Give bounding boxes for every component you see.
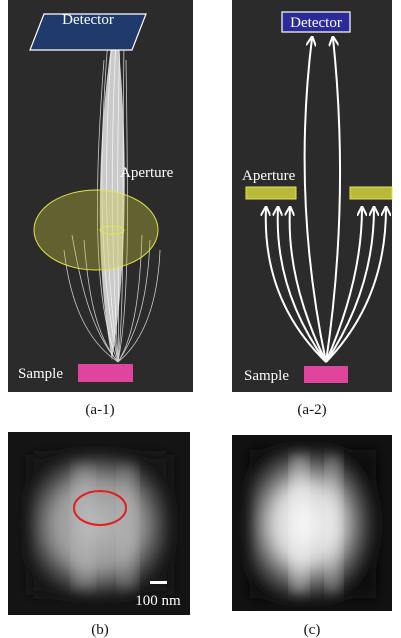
panel-c: [232, 435, 392, 611]
sample-label: Sample: [18, 366, 63, 382]
scale-bar: [150, 581, 167, 584]
bright-band: [72, 465, 94, 590]
bright-band: [290, 455, 308, 593]
detector-label: Detector: [62, 12, 114, 28]
panel-b: 100 nm: [8, 432, 190, 615]
caption: (a-1): [85, 402, 114, 418]
aperture: [350, 187, 392, 199]
bright-band: [118, 465, 138, 590]
panel-a2: Detector Aperture Sample: [232, 0, 392, 392]
sample-label: Sample: [244, 368, 289, 384]
sample: [78, 364, 133, 382]
aperture: [246, 187, 296, 199]
aperture: [34, 190, 158, 270]
caption: (b): [91, 622, 109, 638]
panel-a1: Detector Aperture Sample: [8, 0, 193, 392]
aperture-label: Aperture: [242, 168, 296, 184]
figure: Detector Aperture Sample (a-1) Detector …: [0, 0, 401, 638]
caption: (a-2): [297, 402, 326, 418]
scale-bar-label: 100 nm: [135, 593, 181, 609]
sample: [304, 366, 348, 383]
bright-band: [326, 455, 342, 593]
detector-label: Detector: [290, 15, 342, 31]
aperture-label: Aperture: [120, 165, 174, 181]
simulated-image: [250, 450, 376, 598]
caption: (c): [304, 622, 321, 638]
